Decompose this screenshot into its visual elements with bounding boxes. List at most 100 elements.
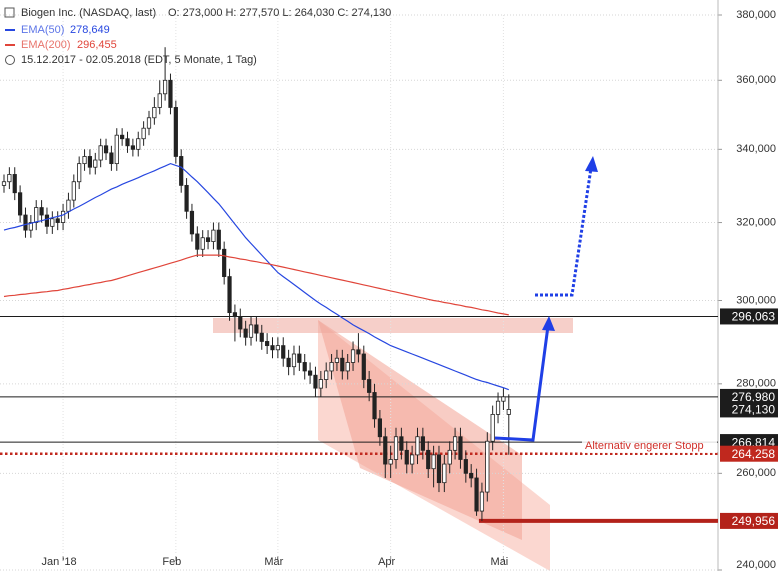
candle-body: [1, 181, 7, 186]
level-label: 274,130: [732, 403, 776, 417]
candle-body: [77, 163, 82, 183]
x-tick-label: Apr: [378, 556, 395, 568]
candle-body: [318, 379, 323, 389]
candle-body: [200, 237, 205, 250]
candle-body: [39, 207, 44, 216]
candle-body: [506, 409, 511, 415]
candle-body: [179, 156, 184, 186]
candle-body: [372, 392, 377, 420]
candle-body: [232, 312, 238, 318]
candle-body: [479, 491, 485, 512]
candle-body: [458, 436, 463, 460]
candle-body: [98, 145, 103, 161]
candle-body: [7, 174, 12, 183]
candle-body: [168, 79, 173, 108]
candle-body: [275, 345, 280, 351]
candle-body: [361, 353, 366, 380]
candle-body: [87, 156, 93, 168]
legend-value: 278,649: [70, 24, 110, 36]
candle-body: [152, 107, 157, 119]
candle-body: [211, 229, 216, 242]
candle-body: [50, 218, 55, 227]
x-tick-label: Mär: [264, 556, 283, 568]
ema-line: [3, 162, 510, 391]
y-tick-label: 280,000: [736, 378, 776, 390]
level-label: 296,063: [732, 310, 776, 324]
annotation: Alternativ engerer Stopp: [585, 440, 704, 452]
candle-body: [324, 370, 329, 380]
candle-body: [114, 134, 119, 165]
annotation-layer: Alternativ engerer Stopp: [494, 156, 717, 453]
arrow-head: [542, 316, 555, 331]
clock-icon: [5, 55, 15, 65]
candle-body: [334, 357, 340, 363]
candle-body: [71, 181, 76, 201]
candle-body: [340, 357, 345, 372]
candle-body: [93, 159, 98, 168]
candle-body: [265, 341, 270, 347]
candle-body: [184, 184, 189, 212]
icon: [4, 7, 15, 18]
candle-body: [227, 276, 232, 314]
candle-body: [474, 477, 479, 512]
candle-body: [469, 472, 474, 479]
candle-body: [103, 145, 109, 154]
candle-body: [436, 454, 442, 484]
candle-body: [125, 138, 130, 147]
candle-body: [485, 440, 490, 493]
resistance-zone: [213, 318, 573, 333]
candle-body: [442, 463, 447, 484]
candle-body: [388, 459, 393, 465]
candle-body: [189, 210, 195, 235]
y-tick-label: 340,000: [736, 143, 776, 155]
candle-body: [447, 449, 452, 465]
candle-body: [270, 345, 275, 351]
candle-body: [350, 349, 356, 363]
x-tick-label: Jan '18: [41, 556, 76, 568]
arrow-head: [585, 156, 598, 172]
candle-body: [141, 127, 146, 140]
candle-body: [259, 332, 264, 342]
candle-body: [307, 370, 313, 376]
candle-body: [109, 152, 114, 165]
label-layer: 296,063276,980274,130266,814264,258249,9…: [720, 308, 778, 529]
candle-body: [495, 400, 501, 415]
y-tick-label: 380,000: [736, 9, 776, 21]
candle-body: [281, 345, 286, 359]
y-tick-label: 260,000: [736, 467, 776, 479]
candle-body: [222, 248, 227, 277]
candle-body: [34, 207, 39, 223]
candle-body: [23, 214, 28, 231]
candle-body: [404, 449, 409, 465]
candle-body: [248, 324, 254, 338]
candle-body: [173, 107, 178, 157]
candle-body: [130, 145, 135, 150]
header: Biogen Inc. (NASDAQ, last) O: 273,000 H:…: [4, 7, 391, 66]
candle-body: [44, 214, 50, 227]
period: 15.12.2017 - 02.05.2018 (EDT, 5 Monate, …: [21, 54, 257, 66]
level-box: [720, 512, 778, 529]
level-box: [720, 445, 778, 462]
y-tick-label: 300,000: [736, 294, 776, 306]
level-label: 276,980: [732, 390, 776, 404]
legend-value: 296,455: [77, 39, 117, 51]
candle-body: [205, 237, 211, 242]
y-tick-label: 320,000: [736, 216, 776, 228]
candle-body: [254, 324, 259, 334]
candle-body: [66, 199, 71, 212]
candle-body: [82, 156, 87, 165]
candle-body: [136, 138, 141, 150]
candle-body: [157, 93, 162, 108]
level-label: 249,956: [732, 514, 776, 528]
candle-body: [367, 379, 372, 393]
candle-body: [399, 436, 404, 451]
candle-body: [426, 449, 431, 470]
candle-body: [243, 328, 248, 338]
candle-body: [463, 459, 468, 474]
level-box: [720, 308, 778, 325]
legend-label: EMA(200): [21, 39, 71, 51]
candle-body: [238, 316, 243, 330]
candle-body: [329, 362, 334, 372]
